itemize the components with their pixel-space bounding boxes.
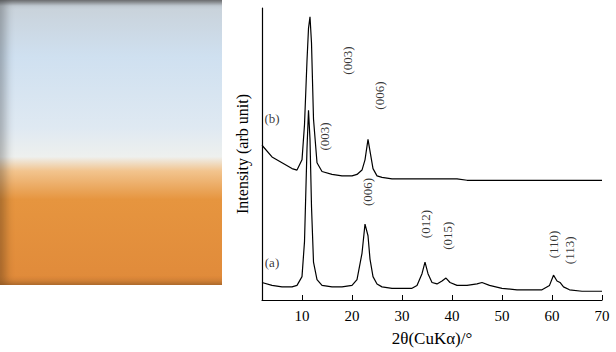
- svg-text:(006): (006): [372, 82, 387, 110]
- svg-text:(113): (113): [562, 237, 577, 265]
- svg-text:(003): (003): [317, 122, 332, 150]
- svg-text:(b): (b): [264, 111, 279, 126]
- svg-text:(015): (015): [440, 222, 455, 250]
- svg-text:(006): (006): [360, 178, 375, 206]
- svg-text:30: 30: [395, 308, 410, 324]
- svg-text:(012): (012): [418, 210, 433, 238]
- svg-text:20: 20: [345, 308, 360, 324]
- svg-text:(110): (110): [546, 231, 561, 259]
- svg-text:(003): (003): [340, 46, 355, 74]
- svg-text:(a): (a): [265, 255, 279, 270]
- svg-text:50: 50: [495, 308, 510, 324]
- svg-text:40: 40: [445, 308, 460, 324]
- svg-text:60: 60: [545, 308, 560, 324]
- svg-text:Intensity (arb unit): Intensity (arb unit): [234, 94, 252, 214]
- svg-text:10: 10: [295, 308, 310, 324]
- svg-text:2θ(CuKα)/°: 2θ(CuKα)/°: [392, 329, 473, 348]
- svg-text:70: 70: [595, 308, 610, 324]
